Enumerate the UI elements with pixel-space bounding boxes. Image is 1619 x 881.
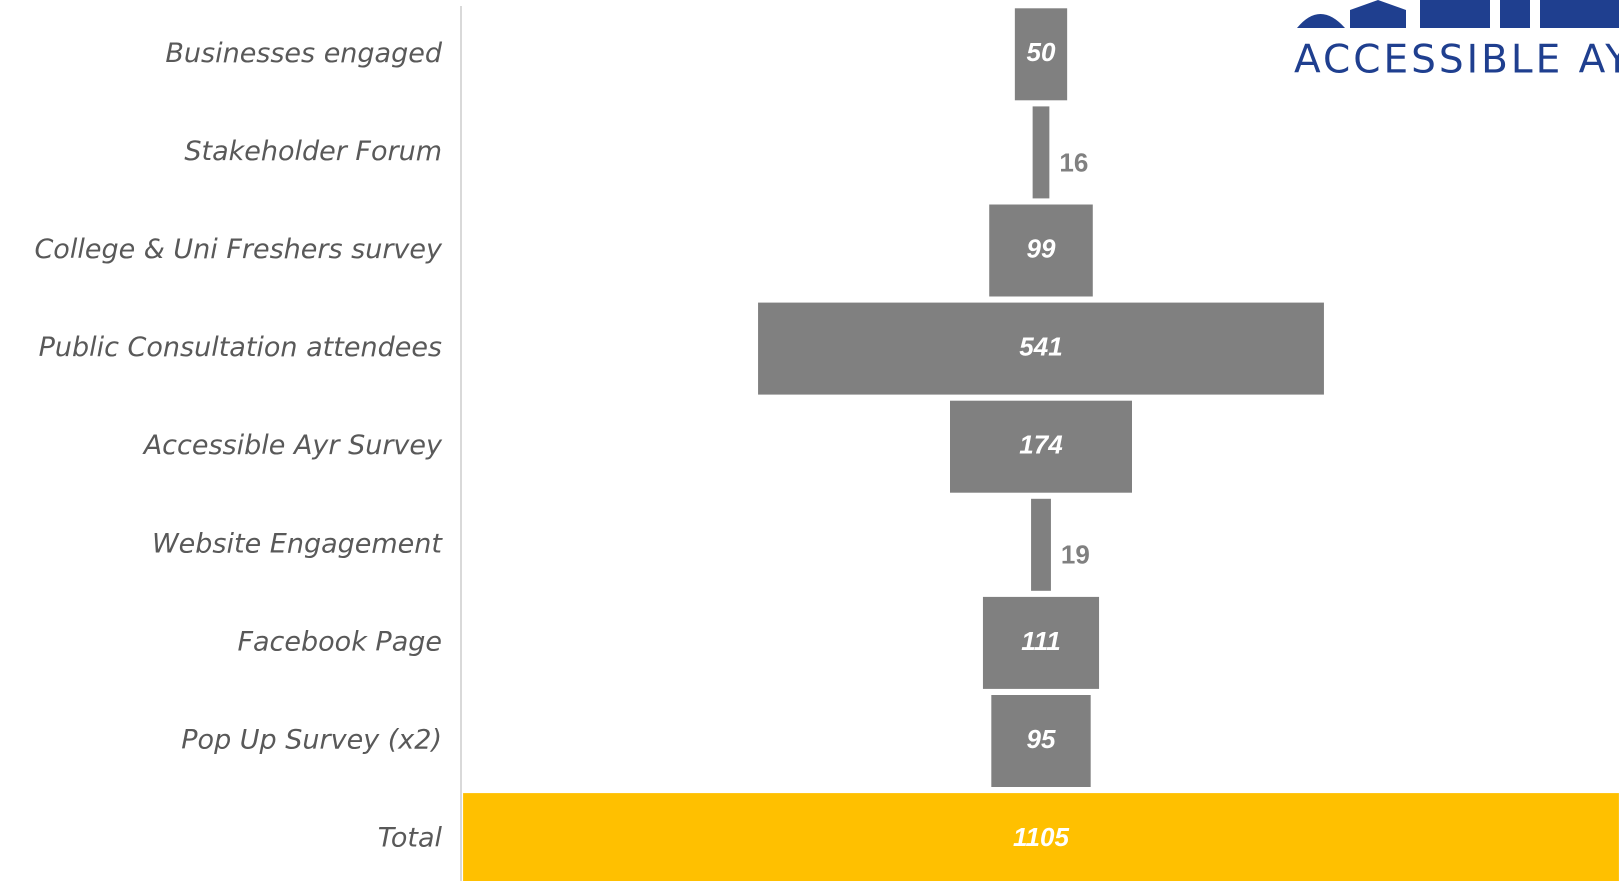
value-label: 1105	[1013, 822, 1069, 852]
logo: ACCESSIBLE AY	[1294, 0, 1619, 83]
value-label: 50	[1027, 37, 1056, 67]
category-label: Total	[378, 823, 443, 854]
value-label: 541	[1019, 331, 1062, 361]
category-label: Pop Up Survey (x2)	[181, 725, 442, 756]
funnel-bar	[1014, 8, 1068, 101]
category-label: Accessible Ayr Survey	[142, 430, 443, 461]
funnel-bar	[758, 302, 1324, 395]
category-label: Stakeholder Forum	[184, 136, 442, 167]
category-label: Businesses engaged	[165, 38, 442, 69]
value-label: 111	[1021, 626, 1061, 656]
value-label: 174	[1019, 430, 1063, 460]
value-label: 16	[1059, 147, 1088, 177]
category-label: College & Uni Freshers survey	[34, 234, 443, 265]
value-label: 99	[1027, 233, 1056, 263]
value-label: 95	[1027, 724, 1056, 754]
funnel-bar	[982, 596, 1100, 689]
category-label: Public Consultation attendees	[39, 332, 442, 363]
funnel-bar	[1032, 106, 1050, 199]
category-label: Website Engagement	[152, 528, 443, 559]
funnel-bar	[949, 400, 1133, 493]
logo-skyline	[1297, 0, 1619, 28]
logo-text: ACCESSIBLE AY	[1294, 38, 1619, 83]
funnel-bar	[989, 204, 1093, 297]
funnel-bar	[991, 695, 1091, 787]
funnel-bar	[1031, 498, 1051, 591]
value-label: 19	[1061, 540, 1090, 570]
funnel-bar	[463, 793, 1619, 881]
category-label: Facebook Page	[237, 626, 442, 657]
